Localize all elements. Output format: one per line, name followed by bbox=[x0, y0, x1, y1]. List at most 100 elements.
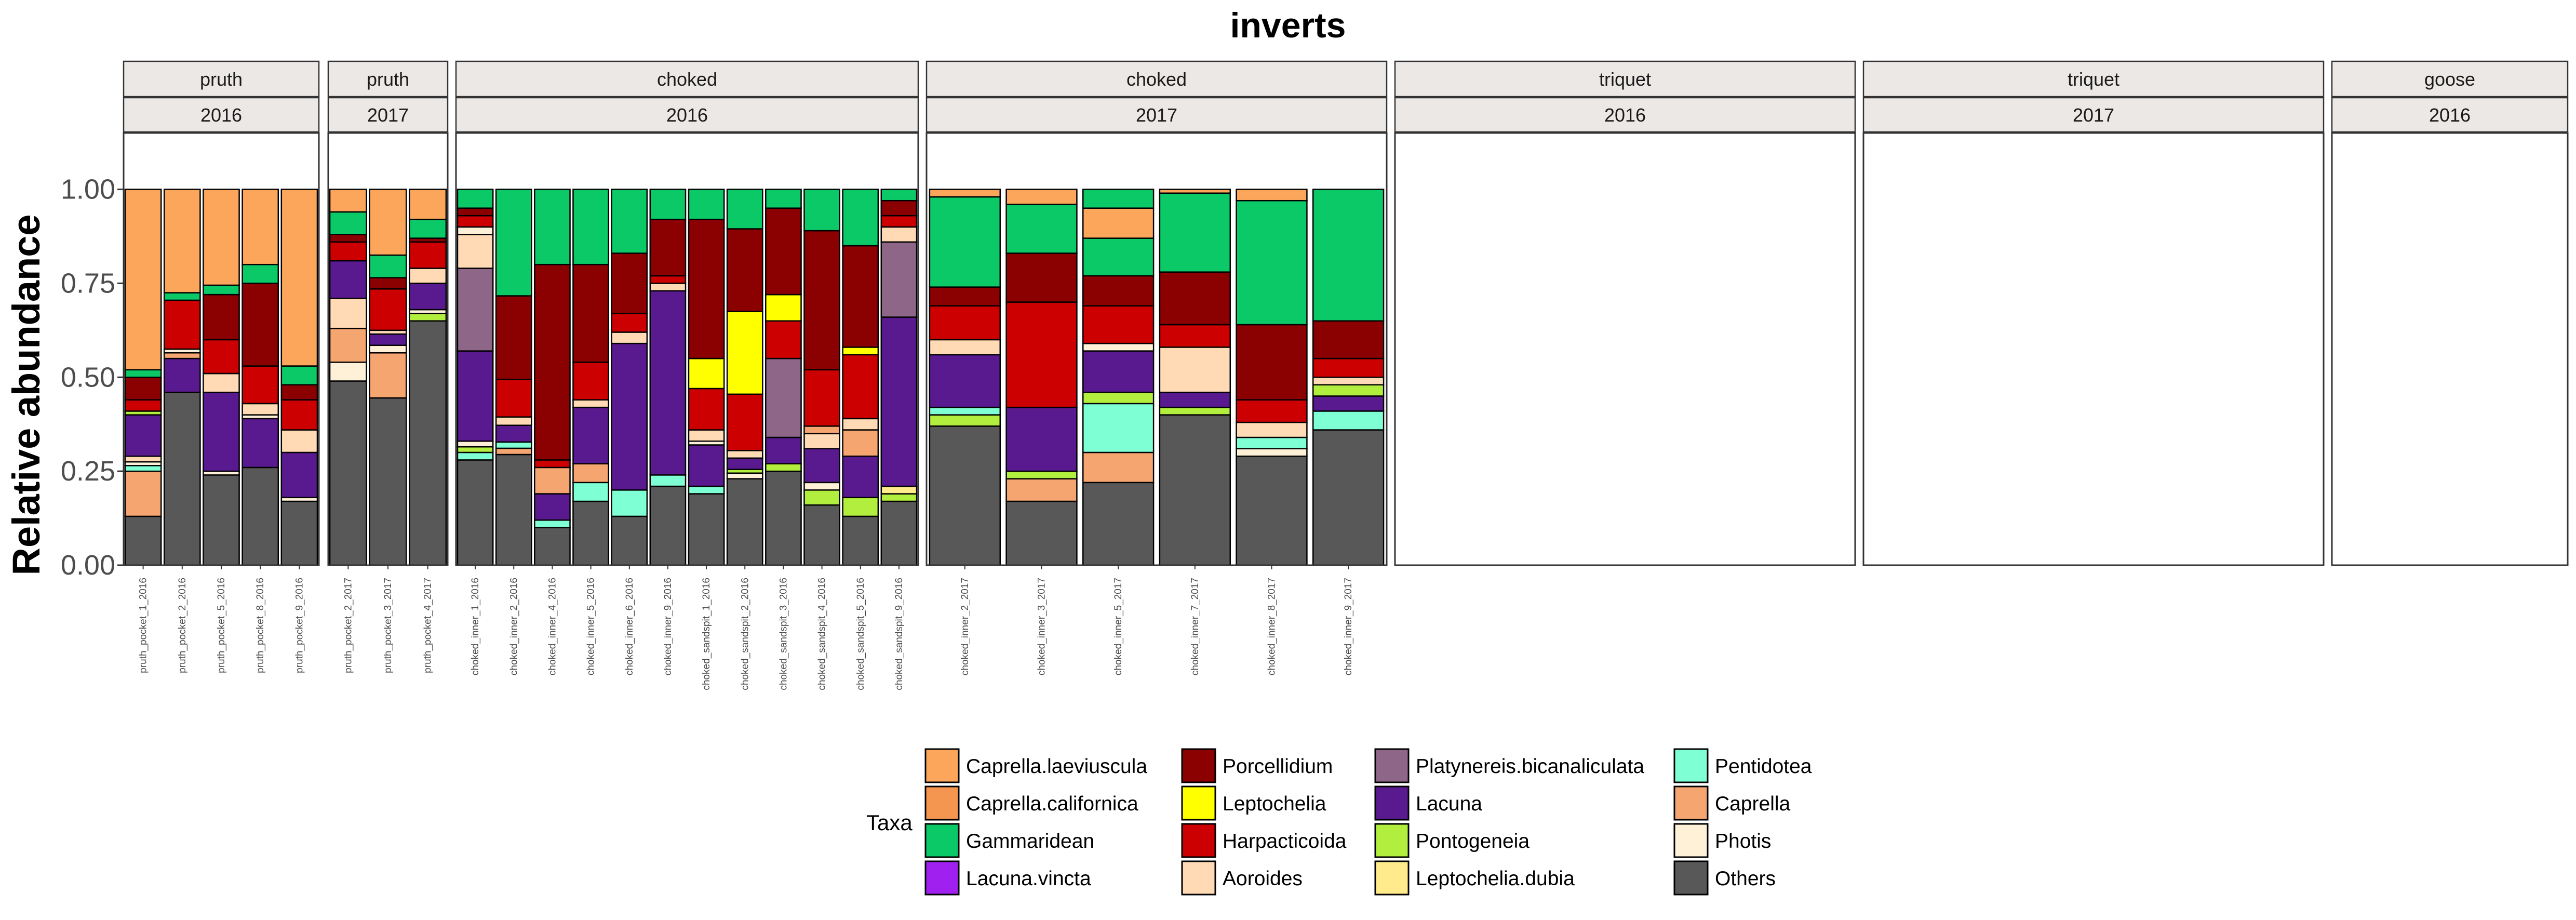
bar-segment bbox=[726, 393, 763, 451]
bar-segment bbox=[726, 457, 763, 470]
legend-item: Aoroides bbox=[1181, 860, 1303, 896]
bar-segment bbox=[929, 196, 1001, 288]
bar-segment bbox=[880, 215, 918, 228]
stacked-bar bbox=[1005, 189, 1078, 566]
bar-segment bbox=[1082, 403, 1155, 454]
bar-segment bbox=[1236, 189, 1308, 202]
bar-segment bbox=[1005, 406, 1078, 472]
bar-segment bbox=[649, 275, 687, 284]
bar-segment bbox=[495, 416, 532, 426]
bar-segment bbox=[572, 463, 609, 484]
facet-strip-year bbox=[925, 97, 1388, 133]
panel-background bbox=[927, 133, 1387, 565]
bar-segment bbox=[369, 189, 407, 256]
bar-segment bbox=[534, 189, 571, 265]
bar-segment bbox=[163, 357, 201, 393]
bar-segment bbox=[803, 433, 840, 449]
bar-segment bbox=[1005, 500, 1078, 566]
facet-strip-site bbox=[2331, 60, 2569, 98]
bar-segment bbox=[1312, 377, 1385, 385]
stacked-bar bbox=[280, 189, 318, 566]
facet-strip-year bbox=[327, 97, 449, 133]
legend-swatch bbox=[924, 860, 960, 896]
bar-segment bbox=[842, 346, 879, 356]
facet-strip-year bbox=[123, 97, 320, 133]
bar-segment bbox=[1312, 384, 1385, 397]
bar-segment bbox=[929, 286, 1001, 307]
bar-segment bbox=[765, 189, 802, 209]
panel-border bbox=[455, 132, 919, 566]
bar-segment bbox=[880, 493, 918, 502]
bar-segment bbox=[457, 350, 494, 442]
bar-segment bbox=[880, 189, 918, 202]
bar-segment bbox=[842, 418, 879, 431]
legend: Taxa Caprella.laeviuscula Caprella.califor… bbox=[866, 748, 1812, 896]
x-tick-label: choked_inner_9_2016 bbox=[663, 578, 674, 675]
bar-segment bbox=[534, 493, 571, 521]
bar-segment bbox=[369, 277, 407, 290]
bar-segment bbox=[1159, 414, 1231, 566]
stacked-bar bbox=[203, 189, 240, 566]
bar-segment bbox=[124, 189, 162, 371]
bar-segment bbox=[1312, 410, 1385, 431]
bar-segment bbox=[1005, 252, 1078, 303]
panel-background bbox=[1863, 133, 2324, 565]
x-tick-label: choked_inner_9_2017 bbox=[1343, 578, 1354, 675]
bar-segment bbox=[409, 283, 447, 311]
bar-segment bbox=[1005, 189, 1078, 205]
bar-segment bbox=[203, 189, 240, 286]
bar-segment bbox=[842, 515, 879, 566]
bar-segment bbox=[124, 377, 162, 401]
legend-swatch bbox=[1374, 860, 1410, 896]
bar-segment bbox=[457, 234, 494, 269]
legend-item: Leptochelia.dubia bbox=[1374, 860, 1575, 896]
bar-segment bbox=[880, 316, 918, 487]
bar-segment bbox=[611, 489, 648, 517]
legend-swatch bbox=[924, 785, 960, 821]
bar-segment bbox=[329, 380, 367, 566]
legend-item: Gammaridean bbox=[924, 823, 1094, 858]
bar-segment bbox=[880, 226, 918, 243]
legend-swatch bbox=[1374, 748, 1410, 783]
bar-segment bbox=[1159, 406, 1231, 416]
stacked-bar bbox=[1312, 189, 1385, 566]
bar-segment bbox=[842, 189, 879, 247]
bar-segment bbox=[1005, 204, 1078, 254]
stacked-bar bbox=[929, 189, 1001, 566]
x-tick-label: choked_sandspit_9_2016 bbox=[894, 578, 905, 690]
bar-segment bbox=[495, 454, 532, 566]
x-tick-label: pruth_pocket_8_2016 bbox=[255, 578, 266, 673]
facet-strip-site-label: pruth bbox=[200, 69, 243, 90]
stacked-bar bbox=[242, 189, 279, 566]
bar-segment bbox=[572, 263, 609, 363]
bar-segment bbox=[1312, 189, 1385, 322]
facet-strip-year bbox=[1394, 97, 1856, 133]
legend-label: Platynereis.bicanaliculata bbox=[1416, 755, 1644, 778]
x-tick-label: choked_inner_2_2016 bbox=[508, 578, 519, 675]
bar-segment bbox=[495, 441, 532, 449]
bar-segment bbox=[409, 313, 447, 322]
bar-segment bbox=[457, 459, 494, 566]
bar-segment bbox=[1159, 324, 1231, 348]
bar-segment bbox=[688, 493, 725, 566]
bar-segment bbox=[1236, 421, 1308, 438]
bar-segment bbox=[880, 199, 918, 217]
bar-segment bbox=[803, 489, 840, 506]
bar-segment bbox=[803, 425, 840, 435]
x-tick-label: choked_inner_1_2016 bbox=[470, 578, 481, 675]
x-tick-label: choked_sandspit_2_2016 bbox=[740, 578, 750, 690]
bar-segment bbox=[726, 478, 763, 566]
stacked-bar bbox=[124, 189, 162, 566]
legend-swatch bbox=[924, 823, 960, 858]
bar-segment bbox=[124, 515, 162, 566]
x-tick-label: choked_inner_3_2017 bbox=[1037, 578, 1048, 675]
bar-segment bbox=[929, 354, 1001, 408]
bar-segment bbox=[369, 397, 407, 566]
bar-segment bbox=[280, 384, 318, 401]
bar-segment bbox=[203, 391, 240, 472]
legend-label: Leptochelia.dubia bbox=[1416, 868, 1575, 890]
bar-segment bbox=[688, 444, 725, 487]
bar-segment bbox=[457, 226, 494, 235]
legend-swatch bbox=[1181, 860, 1216, 896]
bar-segment bbox=[242, 263, 279, 284]
